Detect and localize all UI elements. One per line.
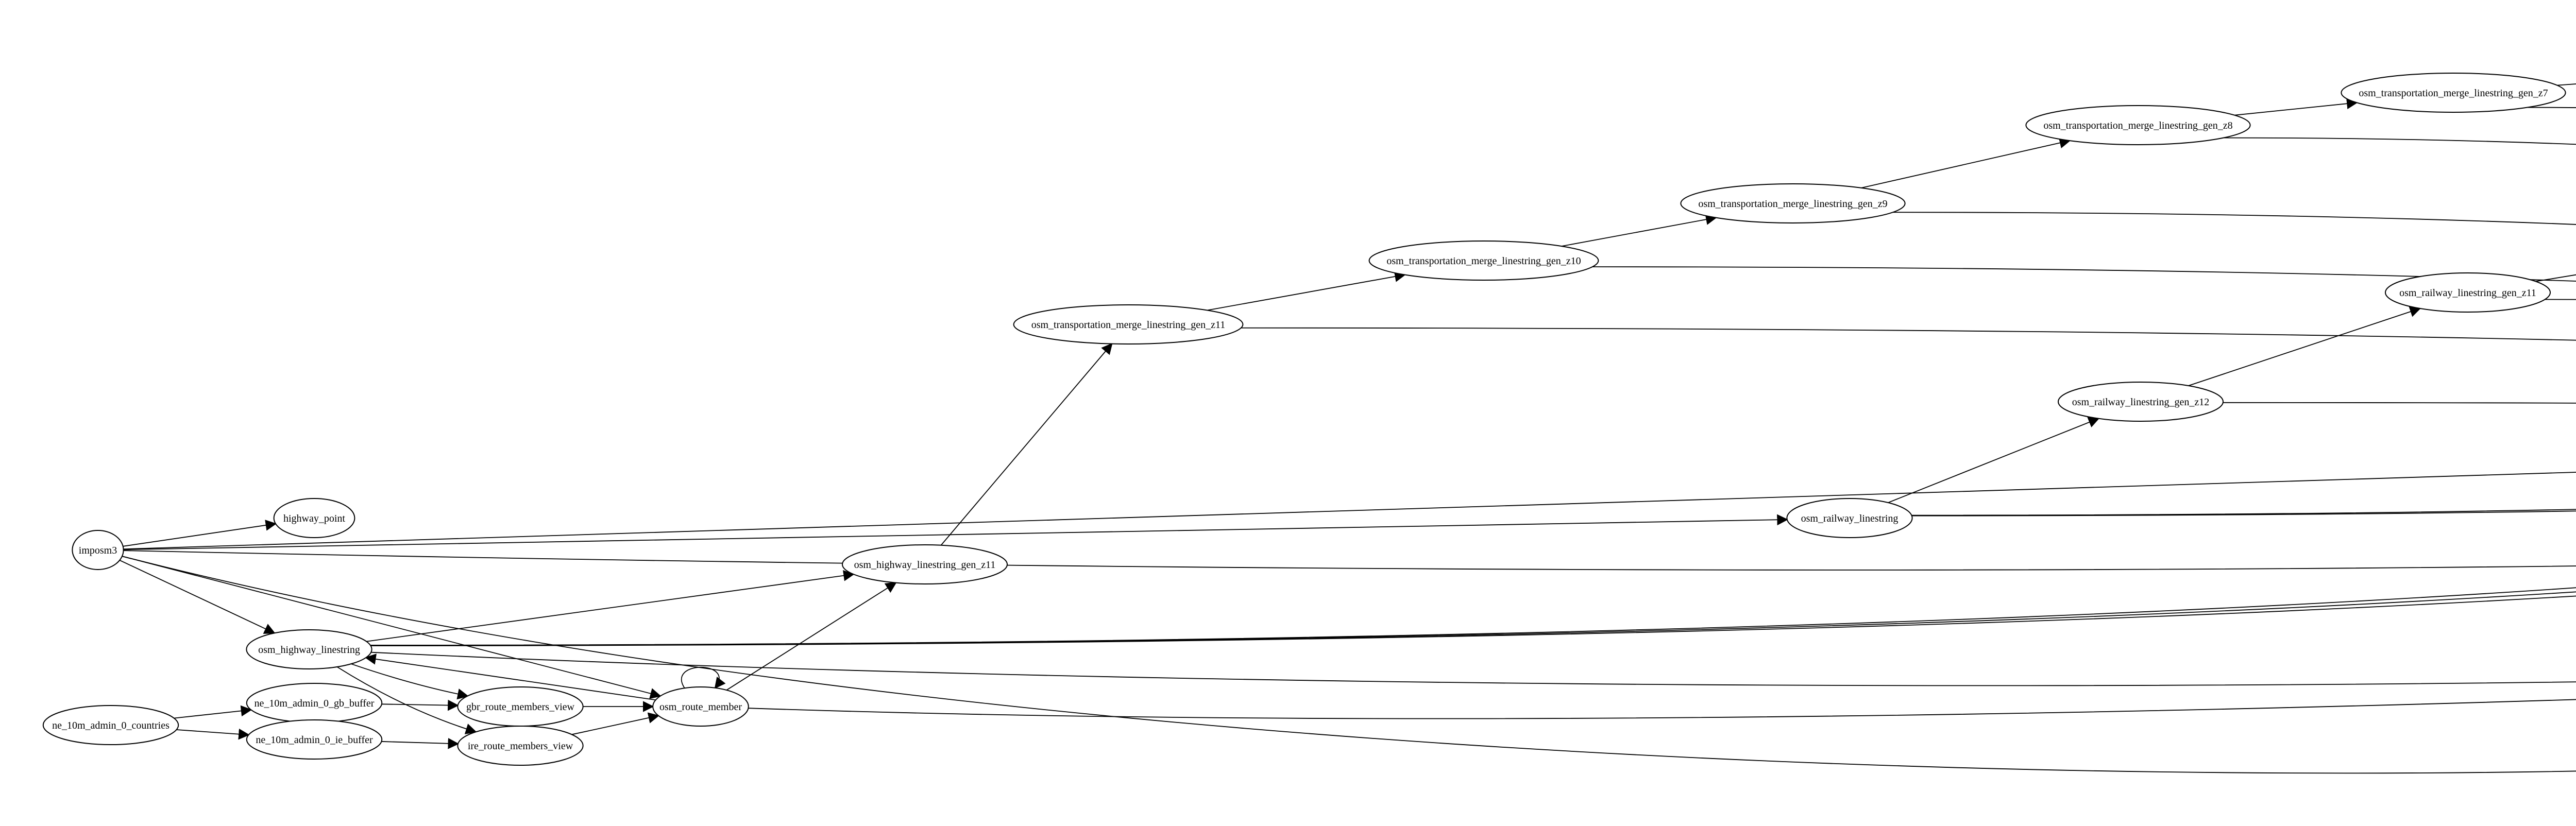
edge-imposm3-to-osm_route_member: [122, 556, 662, 699]
node-railway_z11: osm_railway_linestring_gen_z11: [2385, 272, 2551, 313]
node-label-merge_z8: osm_transportation_merge_linestring_gen_…: [2043, 120, 2232, 131]
edge-imposm3-to-highway_point: [123, 520, 277, 547]
node-ellipse-osm_railway_linestring: [1786, 498, 1913, 538]
edge-merge_z11-to-z11: [1241, 327, 2576, 341]
node-ellipse-ne_10m_admin_0_countries: [42, 705, 179, 745]
node-label-osm_highway_linestring: osm_highway_linestring: [258, 644, 360, 656]
node-merge_z7: osm_transportation_merge_linestring_gen_…: [2341, 73, 2566, 113]
node-label-ire_route_members_view: ire_route_members_view: [468, 741, 573, 752]
edge-merge_z10-to-merge_z9: [1561, 214, 1717, 247]
node-label-imposm3: imposm3: [79, 545, 117, 556]
node-ellipse-merge_z10: [1368, 240, 1599, 281]
node-ellipse-ire_route_members_view: [457, 726, 584, 766]
edge-ne_10m_admin_0_countries-to-ne_10m_admin_0_ie_buffer: [176, 728, 250, 740]
node-label-ne_10m_admin_0_countries: ne_10m_admin_0_countries: [52, 720, 170, 731]
node-ellipse-merge_z9: [1680, 183, 1906, 223]
edge-imposm3-to-osm_railway_linestring: [123, 514, 1788, 550]
node-label-merge_z7: osm_transportation_merge_linestring_gen_…: [2359, 88, 2548, 99]
edge-merge_z11-to-merge_z10: [1207, 271, 1406, 311]
node-ire_route_members_view: ire_route_members_view: [457, 726, 584, 766]
edge-merge_z8-to-merge_z7: [2234, 98, 2358, 116]
node-label-merge_z10: osm_transportation_merge_linestring_gen_…: [1386, 255, 1581, 267]
node-label-railway_z12: osm_railway_linestring_gen_z12: [2072, 397, 2210, 408]
node-ellipse-railway_z11: [2385, 272, 2551, 313]
node-merge_z10: osm_transportation_merge_linestring_gen_…: [1368, 240, 1599, 281]
edge-osm_highway_linestring-to-osm_transportation_name_network: [371, 651, 2576, 686]
edge-osm_highway_linestring-to-osm_highway_linestring_gen_z11: [366, 570, 855, 642]
node-ellipse-highway_point: [273, 498, 355, 538]
edge-ire_route_members_view-to-osm_route_member: [571, 712, 660, 735]
edge-imposm3-to-osm_aerialway_linestring: [123, 550, 2576, 571]
edge-osm_highway_linestring-to-z13: [370, 591, 2576, 646]
edge-osm_route_member-to-osm_highway_linestring_gen_z11: [726, 582, 897, 691]
node-label-osm_route_member: osm_route_member: [659, 701, 742, 713]
edge-imposm3-to-osm_highway_polygon: [122, 556, 2576, 774]
node-railway_z12: osm_railway_linestring_gen_z12: [2058, 382, 2224, 422]
edge-osm_railway_linestring-to-railway_z12: [1888, 417, 2100, 503]
node-label-osm_highway_linestring_gen_z11: osm_highway_linestring_gen_z11: [854, 559, 996, 571]
edge-osm_railway_linestring-to-z14+: [1911, 510, 2576, 517]
node-ellipse-osm_highway_linestring: [246, 629, 372, 669]
node-osm_highway_linestring: osm_highway_linestring: [246, 629, 372, 669]
node-ellipse-osm_highway_linestring_gen_z11: [842, 544, 1008, 584]
edge-railway_z11-to-z11: [2545, 299, 2576, 300]
node-label-merge_z11: osm_transportation_merge_linestring_gen_…: [1031, 319, 1226, 331]
edge-ne_10m_admin_0_gb_buffer-to-gbr_route_members_view: [381, 699, 459, 711]
node-gbr_route_members_view: gbr_route_members_view: [457, 686, 584, 727]
edge-osm_route_member-to-osm_transportation_name_network: [748, 699, 2576, 719]
node-merge_z9: osm_transportation_merge_linestring_gen_…: [1680, 183, 1906, 223]
node-label-highway_point: highway_point: [283, 513, 345, 524]
node-ellipse-imposm3: [72, 530, 124, 570]
node-ne_10m_admin_0_countries: ne_10m_admin_0_countries: [42, 705, 179, 745]
edge-railway_z11-to-railway_z10: [2535, 274, 2576, 282]
edge-osm_highway_linestring_gen_z11-to-merge_z11: [940, 342, 1113, 546]
edge-osm_route_member-to-osm_highway_linestring: [365, 653, 656, 701]
node-osm_route_member: osm_route_member: [652, 686, 749, 727]
node-label-ne_10m_admin_0_gb_buffer: ne_10m_admin_0_gb_buffer: [255, 698, 375, 709]
node-merge_z11: osm_transportation_merge_linestring_gen_…: [1013, 304, 1244, 345]
node-ellipse-osm_route_member: [652, 686, 749, 727]
node-osm_highway_linestring_gen_z11: osm_highway_linestring_gen_z11: [842, 544, 1008, 584]
edge-ne_10m_admin_0_countries-to-ne_10m_admin_0_gb_buffer: [174, 705, 252, 719]
edge-osm_highway_linestring-to-z14+: [370, 595, 2576, 646]
edge-osm_route_member-to-osm_route_member: [681, 666, 726, 690]
node-label-railway_z11: osm_railway_linestring_gen_z11: [2399, 287, 2536, 299]
edge-osm_highway_linestring-to-ire_route_members_view: [336, 666, 477, 734]
node-ellipse-merge_z11: [1013, 304, 1244, 345]
node-merge_z8: osm_transportation_merge_linestring_gen_…: [2025, 105, 2251, 145]
node-highway_point: highway_point: [273, 498, 355, 538]
edge-osm_highway_linestring-to-z12: [370, 587, 2576, 646]
node-label-osm_railway_linestring: osm_railway_linestring: [1801, 513, 1899, 524]
node-label-ne_10m_admin_0_ie_buffer: ne_10m_admin_0_ie_buffer: [256, 734, 373, 746]
edge-railway_z12-to-railway_z11: [2188, 306, 2421, 386]
edge-merge_z9-to-merge_z8: [1861, 137, 2071, 188]
edge-merge_z7-to-merge_z6: [2557, 83, 2576, 86]
node-label-gbr_route_members_view: gbr_route_members_view: [466, 701, 574, 713]
node-ellipse-ne_10m_admin_0_ie_buffer: [246, 719, 383, 760]
edge-ne_10m_admin_0_ie_buffer-to-ire_route_members_view: [381, 737, 460, 749]
edge-railway_z12-to-z12: [2223, 402, 2576, 404]
edge-imposm3-to-osm_shipway_linestring: [123, 470, 2576, 550]
edge-merge_z9-to-z9: [1892, 212, 2576, 225]
node-label-merge_z9: osm_transportation_merge_linestring_gen_…: [1698, 198, 1887, 210]
node-ne_10m_admin_0_gb_buffer: ne_10m_admin_0_gb_buffer: [246, 683, 383, 723]
node-osm_railway_linestring: osm_railway_linestring: [1786, 498, 1913, 538]
edge-merge_z8-to-z8: [2223, 137, 2576, 145]
edge-osm_highway_linestring-to-gbr_route_members_view: [351, 663, 469, 700]
edge-osm_railway_linestring-to-z13: [1911, 509, 2576, 516]
node-imposm3: imposm3: [72, 530, 124, 570]
node-ne_10m_admin_0_ie_buffer: ne_10m_admin_0_ie_buffer: [246, 719, 383, 760]
edge-imposm3-to-osm_highway_linestring: [119, 560, 276, 634]
node-ellipse-merge_z7: [2341, 73, 2566, 113]
edges-layer: [119, 83, 2576, 774]
node-ellipse-merge_z8: [2025, 105, 2251, 145]
edge-merge_z10-to-z10: [1592, 266, 2576, 282]
node-ellipse-railway_z12: [2058, 382, 2224, 422]
